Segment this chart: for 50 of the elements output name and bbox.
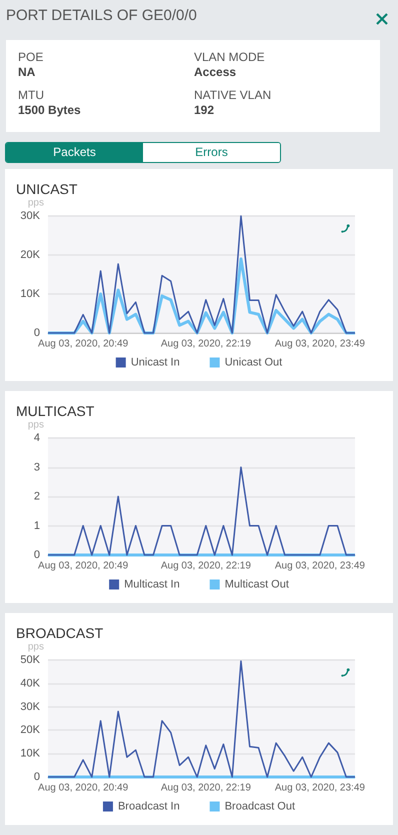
legend-label: Multicast In <box>124 578 180 590</box>
y-tick-label: 20K <box>20 249 41 261</box>
chart-title: MULTICAST <box>16 403 95 419</box>
text: NATIVE VLAN <box>194 88 272 103</box>
text: VLAN MODE <box>194 50 266 65</box>
y-tick-label: 0 <box>34 771 40 783</box>
y-tick-label: 0 <box>34 549 40 561</box>
line-series <box>47 466 356 556</box>
x-tick-label: Aug 03, 2020, 23:49 <box>274 560 366 572</box>
legend-label: Broadcast Out <box>224 800 296 812</box>
y-tick-label: 1 <box>34 520 40 532</box>
legend-label: Unicast Out <box>224 356 282 368</box>
x-tick-label: Aug 03, 2020, 22:19 <box>160 782 252 794</box>
x-tick-label: Aug 03, 2020, 23:49 <box>274 782 366 794</box>
x-tick-label: Aug 03, 2020, 20:49 <box>38 782 129 794</box>
text: 192 <box>194 103 216 118</box>
y-axis-title: pps <box>28 198 44 208</box>
line-series <box>47 215 356 334</box>
y-tick-label: 20K <box>20 724 41 736</box>
y-tick-label: 40K <box>20 677 41 690</box>
text: Packets <box>6 143 143 162</box>
chart-title: UNICAST <box>16 181 78 197</box>
y-tick-label: 30K <box>20 700 41 713</box>
legend-label: Broadcast In <box>118 800 180 812</box>
text: NA <box>18 65 36 80</box>
text: 1500 Bytes <box>18 103 82 118</box>
y-tick-label: 50K <box>20 654 41 666</box>
x-tick-label: Aug 03, 2020, 22:19 <box>160 560 252 572</box>
x-tick-label: Aug 03, 2020, 22:19 <box>160 338 252 350</box>
y-tick-label: 30K <box>20 210 41 222</box>
y-tick-label: 10K <box>20 748 41 760</box>
chart-title: BROADCAST <box>16 625 104 641</box>
y-tick-label: 4 <box>34 432 40 444</box>
legend-label: Unicast In <box>130 356 180 368</box>
x-tick-label: Aug 03, 2020, 20:49 <box>38 338 129 350</box>
text: PORT DETAILS OF GE0/0/0 <box>6 7 197 24</box>
text: POE <box>18 50 44 65</box>
x-tick-label: Aug 03, 2020, 23:49 <box>274 338 366 350</box>
y-tick-label: 2 <box>34 490 40 502</box>
x-tick-label: Aug 03, 2020, 20:49 <box>38 560 129 572</box>
y-axis-title: pps <box>28 420 44 430</box>
y-tick-label: 10K <box>20 288 41 300</box>
text: MTU <box>18 88 45 103</box>
y-axis-title: pps <box>28 642 44 652</box>
text: Errors <box>143 143 280 162</box>
y-tick-label: 3 <box>34 461 40 474</box>
line-series <box>47 660 356 778</box>
y-tick-label: 0 <box>34 327 40 339</box>
legend-label: Multicast Out <box>224 578 289 590</box>
text: Access <box>194 65 238 80</box>
